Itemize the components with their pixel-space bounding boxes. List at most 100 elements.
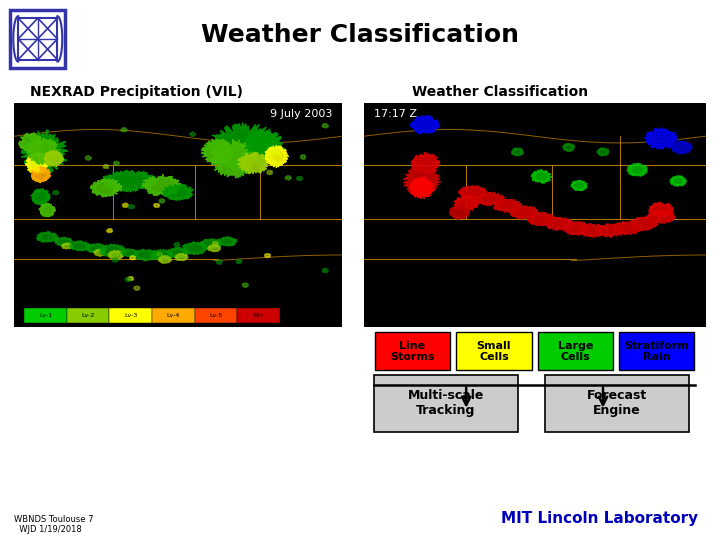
Text: 9 July 2003: 9 July 2003 [270, 109, 332, 119]
Bar [24, 308, 67, 323]
Polygon shape [158, 255, 172, 264]
Bar [18, 18, 58, 59]
Polygon shape [127, 276, 134, 281]
Polygon shape [597, 148, 609, 156]
Polygon shape [647, 210, 675, 224]
Polygon shape [203, 123, 284, 172]
Text: Weather Classification: Weather Classification [201, 23, 519, 47]
Text: Large
Cells: Large Cells [557, 341, 593, 362]
Bar [67, 308, 109, 323]
Polygon shape [510, 205, 539, 219]
Text: Lv-1: Lv-1 [39, 313, 52, 318]
Polygon shape [236, 259, 242, 264]
Polygon shape [156, 252, 163, 256]
Polygon shape [54, 237, 73, 246]
Polygon shape [70, 241, 91, 251]
Polygon shape [85, 156, 91, 160]
Polygon shape [122, 203, 129, 207]
Polygon shape [649, 202, 674, 218]
Bar [237, 308, 280, 323]
Bar [109, 308, 152, 323]
Polygon shape [578, 224, 608, 237]
Text: Multi-scale
Tracking: Multi-scale Tracking [408, 389, 484, 417]
Polygon shape [99, 244, 127, 257]
Polygon shape [162, 184, 194, 200]
Polygon shape [238, 152, 269, 174]
Polygon shape [671, 141, 692, 154]
Text: Forecast
Engine: Forecast Engine [587, 389, 647, 417]
Text: Lv-5: Lv-5 [210, 313, 222, 318]
Polygon shape [167, 247, 189, 258]
Bar [194, 308, 237, 323]
Polygon shape [454, 195, 479, 212]
Polygon shape [300, 155, 306, 159]
Polygon shape [142, 174, 181, 196]
Polygon shape [20, 130, 68, 174]
Polygon shape [34, 167, 40, 172]
Polygon shape [90, 179, 122, 197]
Polygon shape [410, 116, 439, 134]
Bar [538, 333, 613, 370]
Polygon shape [174, 242, 180, 247]
Polygon shape [150, 249, 173, 261]
Text: WBNDS Toulouse 7
  WJD 1/19/2018: WBNDS Toulouse 7 WJD 1/19/2018 [14, 515, 94, 534]
Polygon shape [202, 139, 234, 165]
Polygon shape [449, 206, 469, 219]
Bar [456, 333, 531, 370]
Polygon shape [208, 245, 220, 252]
Polygon shape [86, 244, 107, 253]
Polygon shape [158, 199, 165, 203]
Polygon shape [216, 260, 222, 264]
Polygon shape [94, 249, 105, 256]
Bar [152, 308, 194, 323]
Text: Weather Classification: Weather Classification [412, 85, 588, 99]
Polygon shape [217, 237, 238, 246]
Text: Ext: Ext [253, 313, 264, 318]
Polygon shape [107, 228, 113, 233]
Polygon shape [285, 176, 292, 180]
Polygon shape [128, 205, 135, 209]
Polygon shape [39, 203, 55, 217]
FancyBboxPatch shape [374, 375, 518, 431]
Polygon shape [595, 224, 624, 237]
Polygon shape [31, 166, 50, 183]
Polygon shape [201, 239, 222, 249]
Polygon shape [44, 151, 63, 166]
Polygon shape [102, 171, 157, 192]
Polygon shape [265, 145, 289, 167]
FancyBboxPatch shape [545, 375, 688, 431]
Polygon shape [322, 268, 328, 273]
Polygon shape [403, 166, 440, 196]
Polygon shape [210, 139, 257, 178]
Polygon shape [612, 221, 642, 234]
Polygon shape [130, 255, 136, 260]
Text: Stratiform
Rain: Stratiform Rain [624, 341, 689, 362]
Polygon shape [527, 212, 557, 226]
Text: 17:17 Z: 17:17 Z [374, 109, 417, 119]
Polygon shape [61, 243, 72, 249]
Polygon shape [113, 161, 120, 165]
Text: Lv-3: Lv-3 [124, 313, 138, 318]
Polygon shape [103, 165, 109, 169]
Polygon shape [134, 286, 140, 291]
Polygon shape [28, 138, 60, 165]
Polygon shape [31, 188, 50, 205]
Polygon shape [121, 249, 138, 256]
Polygon shape [153, 203, 160, 207]
Polygon shape [322, 124, 328, 128]
Polygon shape [511, 148, 524, 156]
Polygon shape [121, 127, 127, 132]
Polygon shape [36, 232, 58, 242]
Polygon shape [562, 143, 575, 152]
Text: NEXRAD Precipitation (VIL): NEXRAD Precipitation (VIL) [30, 85, 243, 99]
Text: Line
Storms: Line Storms [390, 341, 435, 362]
Polygon shape [242, 283, 248, 287]
Polygon shape [297, 176, 302, 180]
Polygon shape [133, 249, 158, 261]
Text: MIT Lincoln Laboratory: MIT Lincoln Laboratory [501, 511, 698, 526]
Polygon shape [175, 253, 188, 261]
Text: Lv-4: Lv-4 [166, 313, 180, 318]
Polygon shape [531, 170, 552, 184]
Polygon shape [244, 130, 282, 157]
Polygon shape [181, 242, 208, 255]
